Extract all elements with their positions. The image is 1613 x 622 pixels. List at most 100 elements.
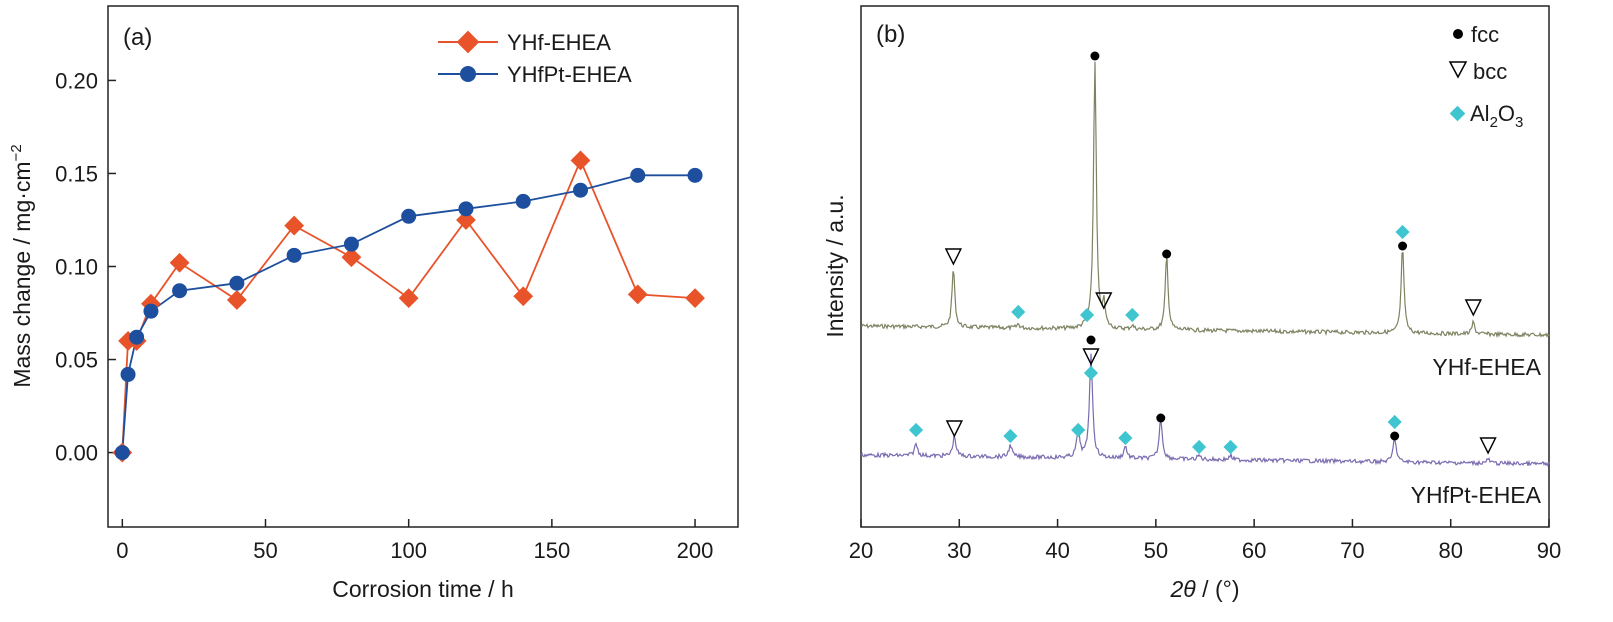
bcc-marker — [944, 248, 963, 266]
panel-a-x-ticks: 0 50 100 150 200 — [116, 519, 713, 563]
panel-a-legend: YHf-EHEA YHfPt-EHEA — [438, 30, 632, 87]
a-point-yhfpt — [172, 283, 188, 299]
a-y-tick-label: 0.00 — [55, 441, 98, 466]
a-point-yhfpt — [515, 193, 531, 209]
panel-b-label: (b) — [876, 21, 905, 48]
sample-label-yhf: YHf-EHEA — [1432, 354, 1541, 380]
al2o3-marker — [1118, 430, 1133, 446]
panel-a-y-axis-label-main: Mass change / mg·cm — [9, 161, 35, 387]
fcc-marker — [1090, 51, 1100, 61]
panel-a-y-axis-label-superscript: −2 — [8, 144, 25, 161]
a-point-yhfpt — [143, 303, 159, 319]
fcc-marker — [1086, 335, 1096, 345]
a-point-yhf — [284, 215, 305, 236]
panel-b-y-axis-label: Intensity / a.u. — [822, 194, 848, 337]
panel-b-phase-markers — [908, 51, 1497, 455]
al2o3-o: O — [1498, 101, 1515, 126]
legend-fcc-label: fcc — [1471, 22, 1499, 47]
panel-b-xrd-chart: 20 30 40 50 60 70 80 90 (b) fcc bcc Al2O3 YHf-E… — [822, 5, 1561, 602]
b-x-tick-label: 40 — [1045, 538, 1069, 563]
a-x-tick-label: 50 — [253, 538, 277, 563]
a-point-yhf — [226, 290, 247, 310]
panel-a-x-axis-label: Corrosion time / h — [332, 576, 514, 602]
bcc-marker — [945, 420, 964, 438]
legend-marker-yhfpt — [460, 66, 476, 82]
legend-bcc-marker — [1448, 61, 1468, 79]
a-x-tick-label: 100 — [390, 538, 427, 563]
a-point-yhf — [627, 284, 648, 305]
a-point-yhfpt — [458, 201, 474, 217]
b-x-tick-label: 80 — [1438, 538, 1462, 563]
a-y-tick-label: 0.05 — [55, 348, 98, 373]
al2o3-marker — [1387, 414, 1402, 430]
legend-bcc-label: bcc — [1473, 59, 1507, 84]
a-point-yhfpt — [229, 275, 245, 291]
a-point-yhf — [685, 288, 705, 309]
fcc-marker — [1156, 413, 1166, 423]
a-y-tick-label: 0.15 — [55, 161, 98, 186]
panel-a-plot-frame — [107, 5, 739, 528]
al2o3-marker — [1083, 365, 1099, 381]
panel-b-x-axis-label-unit: / (°) — [1196, 576, 1240, 602]
panel-b-plot-frame — [860, 5, 1550, 528]
a-point-yhf — [513, 286, 534, 307]
b-pattern-0 — [860, 61, 1550, 339]
al2o3-marker — [1011, 304, 1026, 320]
panel-a-y-ticks: 0.00 0.05 0.10 0.15 0.20 — [55, 68, 116, 466]
a-point-yhfpt — [129, 329, 145, 345]
panel-b-x-axis-label-symbol: 2θ — [1170, 576, 1197, 602]
b-x-tick-label: 50 — [1144, 538, 1168, 563]
bcc-marker — [1464, 299, 1482, 317]
a-point-yhfpt — [401, 208, 417, 224]
legend-fcc-marker — [1453, 29, 1463, 39]
al2o3-marker — [1079, 307, 1095, 323]
a-point-yhfpt — [630, 167, 646, 183]
panel-a-y-axis-label: Mass change / mg·cm−2 — [8, 144, 35, 387]
panel-b-legend: fcc bcc Al2O3 — [1448, 22, 1523, 131]
a-x-tick-label: 0 — [116, 538, 128, 563]
al2o3-sub2: 3 — [1515, 114, 1523, 131]
legend-al2o3-label: Al2O3 — [1470, 101, 1523, 131]
fcc-marker — [1162, 249, 1172, 259]
b-x-tick-label: 30 — [947, 538, 971, 563]
b-x-tick-label: 90 — [1537, 538, 1561, 563]
a-point-yhf — [570, 150, 591, 171]
a-point-yhfpt — [687, 167, 703, 183]
al2o3-marker — [908, 422, 924, 438]
a-y-tick-label: 0.10 — [55, 255, 98, 280]
legend-label-yhfpt: YHfPt-EHEA — [507, 62, 632, 87]
panel-a-label: (a) — [123, 24, 152, 51]
a-x-tick-label: 150 — [534, 538, 571, 563]
a-point-yhfpt — [343, 236, 359, 252]
al2o3-marker — [1125, 307, 1140, 323]
b-x-tick-label: 70 — [1340, 538, 1364, 563]
al2o3-marker — [1192, 439, 1207, 455]
bcc-marker — [1095, 292, 1113, 310]
panel-b-x-ticks: 20 30 40 50 60 70 80 90 — [849, 519, 1561, 563]
a-point-yhf — [398, 288, 419, 309]
a-point-yhfpt — [120, 366, 136, 382]
a-point-yhf — [456, 210, 476, 230]
legend-marker-yhf — [456, 30, 480, 54]
al2o3-marker — [1003, 428, 1018, 444]
al2o3-marker — [1071, 422, 1086, 438]
a-y-tick-label: 0.20 — [55, 68, 98, 93]
bcc-marker — [1479, 437, 1497, 455]
panel-a-series — [112, 150, 705, 463]
al2o3-al: Al — [1470, 101, 1490, 126]
panel-b-x-axis-label: 2θ / (°) — [1170, 576, 1240, 602]
al2o3-sub1: 2 — [1490, 114, 1498, 131]
legend-al2o3-marker — [1449, 105, 1466, 122]
a-x-tick-label: 200 — [677, 538, 714, 563]
a-point-yhfpt — [573, 182, 588, 198]
b-x-tick-label: 60 — [1242, 538, 1266, 563]
b-x-tick-label: 20 — [849, 538, 873, 563]
bcc-marker — [1082, 348, 1100, 366]
al2o3-marker — [1223, 439, 1238, 455]
al2o3-marker — [1395, 224, 1410, 240]
a-point-yhfpt — [286, 247, 302, 263]
b-pattern-1 — [860, 353, 1550, 468]
fcc-marker — [1398, 241, 1408, 251]
